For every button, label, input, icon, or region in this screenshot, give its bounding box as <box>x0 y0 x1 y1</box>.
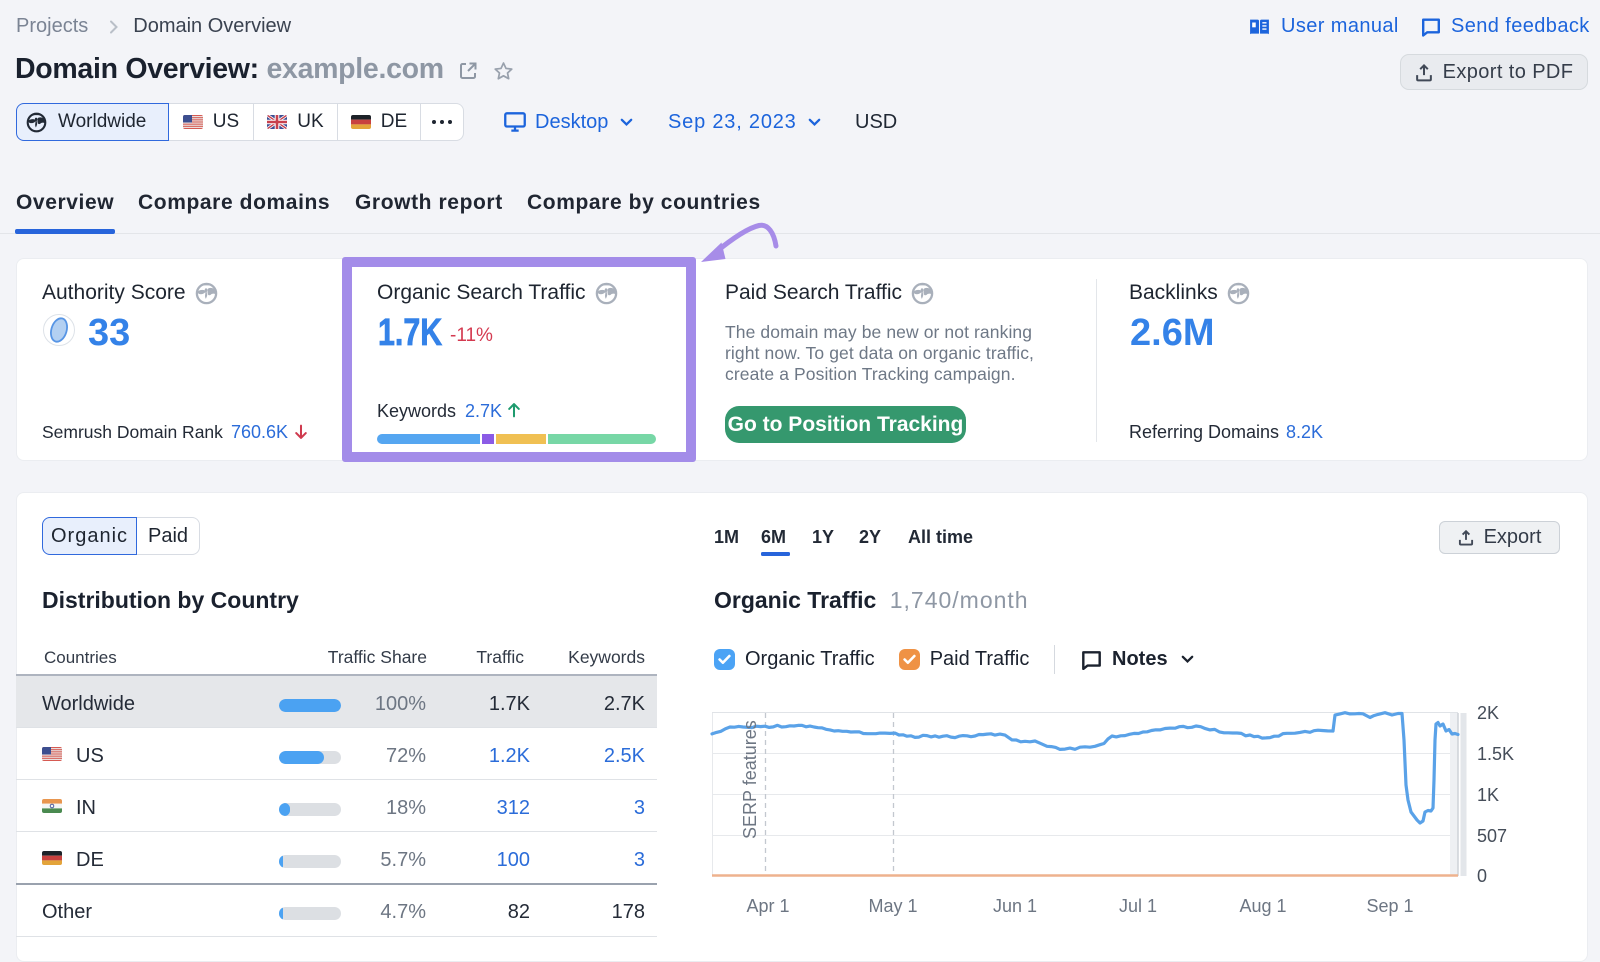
svg-text:Sep 1: Sep 1 <box>1366 896 1413 916</box>
svg-text:1K: 1K <box>1477 785 1499 805</box>
svg-text:Jul 1: Jul 1 <box>1119 896 1157 916</box>
svg-text:Apr 1: Apr 1 <box>746 896 789 916</box>
svg-text:SERP features: SERP features <box>740 720 760 839</box>
svg-text:507: 507 <box>1477 826 1507 846</box>
svg-text:2K: 2K <box>1477 703 1499 723</box>
svg-text:Jun 1: Jun 1 <box>993 896 1037 916</box>
svg-text:Aug 1: Aug 1 <box>1239 896 1286 916</box>
svg-text:1.5K: 1.5K <box>1477 744 1514 764</box>
svg-text:0: 0 <box>1477 866 1487 886</box>
svg-text:May 1: May 1 <box>868 896 917 916</box>
